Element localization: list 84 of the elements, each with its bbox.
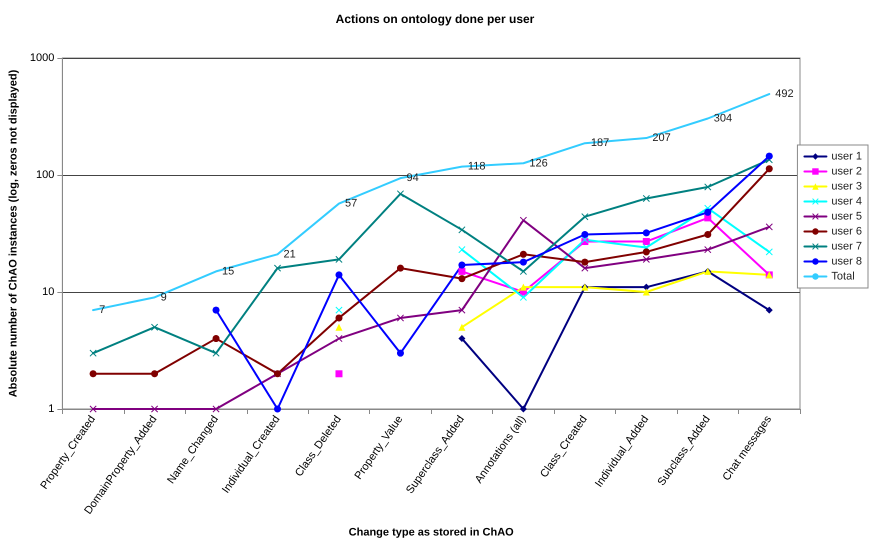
data-label: 304 bbox=[714, 112, 732, 125]
point bbox=[766, 306, 773, 314]
y-axis-title: Absolute number of ChAO instances (log, zeros not displayed) bbox=[8, 69, 20, 398]
y-tick-label: 1 bbox=[48, 403, 54, 415]
legend-label: Total bbox=[831, 270, 855, 282]
point bbox=[151, 406, 158, 412]
point bbox=[335, 306, 342, 314]
chart-title: Actions on ontology done per user bbox=[336, 12, 535, 26]
y-tick-label: 10 bbox=[42, 286, 54, 298]
data-label: 9 bbox=[160, 291, 167, 304]
point bbox=[335, 314, 342, 322]
point bbox=[642, 229, 650, 236]
point bbox=[90, 350, 97, 357]
point bbox=[704, 214, 712, 222]
point bbox=[642, 284, 650, 291]
point bbox=[90, 370, 97, 378]
point bbox=[581, 258, 588, 266]
point bbox=[642, 248, 650, 256]
point bbox=[642, 238, 650, 246]
point bbox=[520, 258, 527, 266]
point bbox=[335, 335, 342, 342]
data-label: 492 bbox=[775, 88, 794, 100]
point bbox=[274, 406, 282, 412]
legend-label: user 2 bbox=[831, 166, 862, 178]
point bbox=[335, 370, 342, 378]
point bbox=[766, 152, 773, 160]
legend-label: user 7 bbox=[831, 240, 862, 252]
point bbox=[458, 306, 466, 314]
data-label: 21 bbox=[284, 248, 296, 260]
point bbox=[520, 250, 527, 258]
point bbox=[335, 256, 342, 263]
point bbox=[520, 294, 527, 301]
data-label: 126 bbox=[529, 157, 548, 170]
data-label: 207 bbox=[652, 132, 671, 144]
point bbox=[581, 231, 588, 238]
point bbox=[704, 231, 712, 238]
line-series bbox=[92, 93, 770, 312]
point bbox=[212, 306, 220, 314]
y-tick-label: 100 bbox=[36, 169, 54, 181]
point bbox=[642, 288, 650, 296]
legend-label: user 5 bbox=[831, 210, 862, 222]
data-label: 15 bbox=[222, 265, 234, 278]
legend-label: user 8 bbox=[831, 256, 862, 268]
point bbox=[212, 350, 220, 357]
y-tick-label: 1000 bbox=[30, 52, 54, 64]
point bbox=[335, 324, 342, 331]
point bbox=[704, 246, 712, 254]
x-axis-title: Change type as stored in ChAO bbox=[348, 526, 514, 538]
point bbox=[458, 262, 466, 269]
point bbox=[151, 324, 158, 331]
point bbox=[151, 370, 158, 378]
legend-label: user 3 bbox=[831, 180, 862, 192]
point bbox=[520, 406, 527, 412]
point bbox=[642, 194, 650, 202]
point bbox=[458, 246, 466, 254]
point bbox=[396, 350, 404, 357]
point bbox=[212, 335, 220, 342]
legend-label: user 1 bbox=[831, 150, 862, 162]
legend-label: user 6 bbox=[831, 226, 862, 238]
point bbox=[581, 264, 588, 272]
point bbox=[396, 190, 404, 198]
legend-label: user 4 bbox=[831, 196, 862, 208]
point bbox=[335, 271, 342, 278]
point bbox=[212, 406, 220, 412]
point bbox=[704, 208, 712, 216]
point bbox=[90, 406, 97, 412]
data-label: 57 bbox=[344, 198, 358, 210]
point bbox=[396, 314, 404, 322]
point bbox=[704, 183, 712, 190]
point bbox=[396, 264, 404, 272]
point bbox=[581, 213, 588, 220]
point bbox=[520, 268, 527, 275]
point bbox=[458, 275, 466, 282]
point bbox=[642, 256, 650, 263]
point bbox=[458, 335, 466, 342]
point bbox=[274, 264, 282, 272]
point bbox=[766, 165, 773, 172]
point bbox=[458, 324, 466, 331]
point bbox=[458, 226, 466, 234]
point bbox=[766, 223, 773, 230]
point bbox=[520, 216, 527, 224]
point bbox=[766, 248, 773, 256]
point bbox=[458, 268, 466, 275]
point bbox=[520, 284, 527, 291]
